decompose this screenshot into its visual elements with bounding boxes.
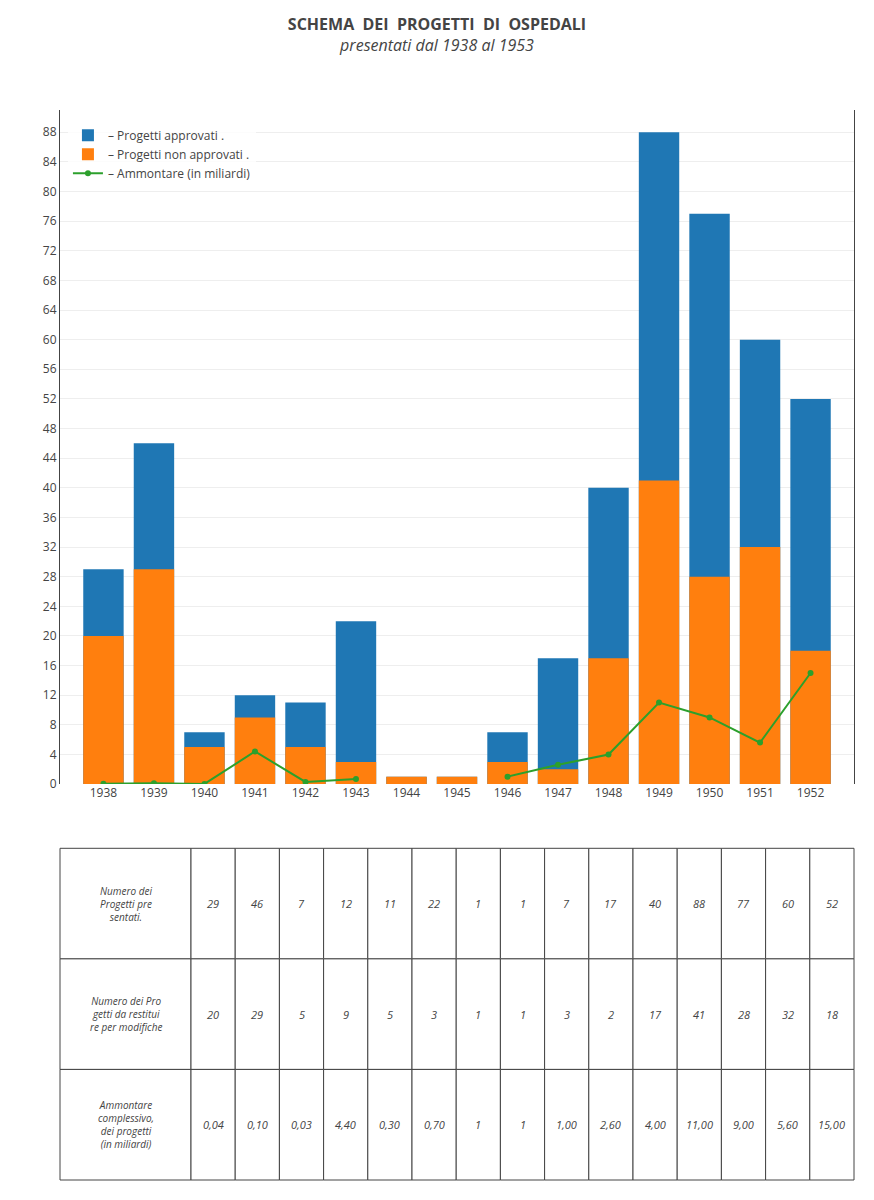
svg-text:1: 1: [520, 1117, 526, 1132]
svg-text:29: 29: [207, 896, 219, 911]
svg-text:76: 76: [43, 212, 57, 229]
svg-text:24: 24: [43, 598, 57, 615]
svg-text:8: 8: [50, 716, 57, 733]
svg-text:1947: 1947: [544, 784, 572, 801]
svg-text:0,03: 0,03: [291, 1117, 312, 1132]
svg-text:7: 7: [563, 896, 570, 911]
svg-text:0,30: 0,30: [379, 1117, 400, 1132]
svg-text:12: 12: [43, 686, 57, 703]
svg-text:17: 17: [604, 896, 617, 911]
svg-text:7: 7: [298, 896, 305, 911]
svg-text:17: 17: [649, 1007, 662, 1022]
svg-text:1939: 1939: [140, 784, 168, 801]
svg-text:– Progetti approvati .: – Progetti approvati .: [108, 127, 224, 144]
svg-text:Numero deiProgetti presentati.: Numero deiProgetti presentati.: [100, 884, 152, 924]
svg-text:9,00: 9,00: [733, 1117, 754, 1132]
svg-text:64: 64: [43, 301, 57, 318]
svg-text:0,10: 0,10: [247, 1117, 268, 1132]
svg-text:48: 48: [43, 420, 57, 437]
svg-text:1952: 1952: [797, 784, 825, 801]
svg-text:60: 60: [43, 331, 57, 348]
svg-text:88: 88: [693, 896, 705, 911]
svg-text:32: 32: [782, 1007, 794, 1022]
svg-text:60: 60: [782, 896, 794, 911]
svg-text:16: 16: [43, 657, 57, 674]
svg-text:0: 0: [50, 775, 57, 792]
svg-text:56: 56: [43, 360, 57, 377]
svg-text:32: 32: [43, 538, 57, 555]
svg-text:40: 40: [649, 896, 661, 911]
svg-text:2: 2: [608, 1007, 614, 1022]
svg-text:1946: 1946: [494, 784, 522, 801]
svg-text:68: 68: [43, 272, 57, 289]
svg-text:11: 11: [384, 896, 396, 911]
svg-text:4: 4: [50, 746, 57, 763]
svg-text:3: 3: [564, 1007, 570, 1022]
svg-text:40: 40: [43, 479, 57, 496]
svg-text:1,00: 1,00: [556, 1117, 577, 1132]
svg-text:1949: 1949: [645, 784, 673, 801]
svg-text:77: 77: [737, 896, 750, 911]
svg-text:Ammontarecomplessivo,dei proge: Ammontarecomplessivo,dei progetti(in mil…: [98, 1098, 154, 1151]
svg-text:20: 20: [43, 627, 57, 644]
svg-text:22: 22: [428, 896, 440, 911]
svg-text:1: 1: [520, 896, 526, 911]
svg-text:84: 84: [43, 153, 57, 170]
svg-text:– Ammontare (in miliardi): – Ammontare (in miliardi): [108, 165, 250, 182]
svg-text:36: 36: [43, 509, 57, 526]
svg-text:1940: 1940: [191, 784, 219, 801]
svg-text:29: 29: [251, 1007, 263, 1022]
svg-text:1: 1: [520, 1007, 526, 1022]
svg-text:1938: 1938: [90, 784, 118, 801]
svg-text:1941: 1941: [241, 784, 268, 801]
svg-text:1950: 1950: [696, 784, 724, 801]
svg-text:41: 41: [693, 1007, 705, 1022]
svg-text:11,00: 11,00: [686, 1117, 713, 1132]
svg-text:4,40: 4,40: [335, 1117, 356, 1132]
svg-text:5: 5: [387, 1007, 393, 1022]
svg-text:0,70: 0,70: [424, 1117, 445, 1132]
svg-text:88: 88: [43, 123, 57, 140]
svg-text:2,60: 2,60: [600, 1117, 621, 1132]
svg-text:80: 80: [43, 183, 57, 200]
svg-text:5: 5: [299, 1007, 305, 1022]
svg-text:– Progetti non approvati .: – Progetti non approvati .: [108, 146, 249, 163]
svg-text:12: 12: [340, 896, 352, 911]
svg-text:1948: 1948: [595, 784, 623, 801]
svg-text:72: 72: [43, 242, 57, 259]
svg-text:1944: 1944: [393, 784, 421, 801]
svg-text:20: 20: [207, 1007, 219, 1022]
svg-text:1942: 1942: [292, 784, 320, 801]
svg-text:1945: 1945: [443, 784, 471, 801]
svg-text:1951: 1951: [746, 784, 773, 801]
svg-text:1: 1: [475, 1007, 481, 1022]
svg-text:46: 46: [251, 896, 263, 911]
svg-text:5,60: 5,60: [777, 1117, 798, 1132]
svg-text:18: 18: [826, 1007, 838, 1022]
svg-text:4,00: 4,00: [645, 1117, 666, 1132]
svg-text:SCHEMA DEI PROGETTI DI OSP: SCHEMA DEI PROGETTI DI OSPEDALIpresentat…: [288, 13, 586, 56]
svg-text:52: 52: [826, 896, 838, 911]
svg-text:1: 1: [475, 1117, 481, 1132]
svg-text:1: 1: [475, 896, 481, 911]
svg-text:1943: 1943: [342, 784, 370, 801]
svg-text:3: 3: [431, 1007, 437, 1022]
svg-text:15,00: 15,00: [818, 1117, 845, 1132]
svg-text:52: 52: [43, 390, 57, 407]
svg-text:28: 28: [738, 1007, 750, 1022]
svg-text:9: 9: [343, 1007, 349, 1022]
svg-text:44: 44: [43, 449, 57, 466]
svg-text:0,04: 0,04: [203, 1117, 224, 1132]
svg-text:Numero dei Progetti da restitu: Numero dei Progetti da restituire per mo…: [90, 994, 162, 1034]
svg-text:28: 28: [43, 568, 57, 585]
